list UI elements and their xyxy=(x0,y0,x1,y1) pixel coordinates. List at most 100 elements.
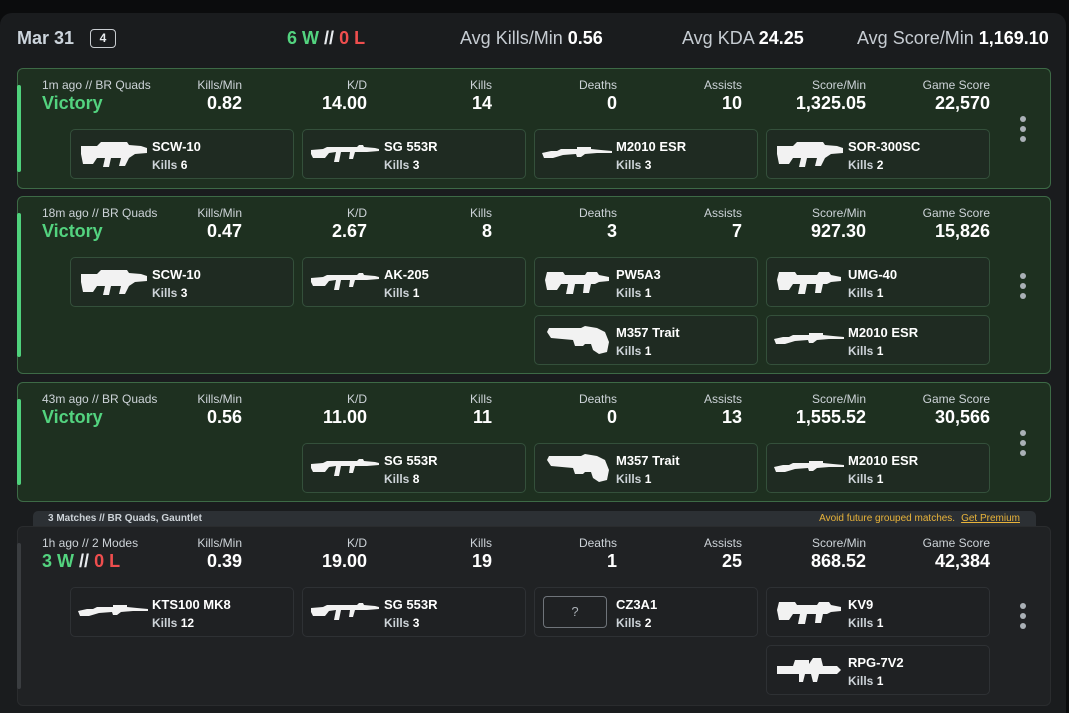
group-wins: 3 W xyxy=(42,551,75,571)
weapon-name: SCW-10 xyxy=(152,139,201,154)
weapon-card[interactable]: SG 553R Kills 3 xyxy=(302,587,526,637)
smg-icon xyxy=(77,266,149,298)
stat-game-score: Game Score 42,384 xyxy=(923,536,990,572)
weapon-card[interactable]: M357 Trait Kills 1 xyxy=(534,443,758,493)
summary-date: Mar 31 xyxy=(17,28,75,48)
weapon-card[interactable]: M2010 ESR Kills 1 xyxy=(766,315,990,365)
stat-label: Deaths xyxy=(578,206,617,220)
record-separator: // xyxy=(324,28,335,48)
rifle-icon xyxy=(77,596,149,628)
match-card[interactable]: 18m ago // BR Quads Victory Kills/Min 0.4… xyxy=(17,196,1051,374)
group-record: 3 W // 0 L xyxy=(42,551,120,572)
smg-icon xyxy=(773,596,845,628)
match-count-badge: 4 xyxy=(90,29,116,48)
stat-score-min: Score/Min 868.52 xyxy=(811,536,866,572)
weapon-kills: Kills 1 xyxy=(616,286,652,300)
win-loss-record: 6 W // 0 L xyxy=(287,28,365,49)
stat-label: Kills xyxy=(469,392,492,406)
weapon-name: RPG-7V2 xyxy=(848,655,904,670)
weapon-kills: Kills 3 xyxy=(384,158,420,172)
stat-value: 25 xyxy=(721,551,742,571)
stat-kd: K/D 2.67 xyxy=(332,206,367,242)
more-options-icon[interactable] xyxy=(1020,603,1026,629)
smg-icon xyxy=(77,138,149,170)
stat-value: 19.00 xyxy=(321,551,367,571)
match-card[interactable]: 43m ago // BR Quads Victory Kills/Min 0.5… xyxy=(17,382,1051,502)
weapon-kills: Kills 3 xyxy=(152,286,188,300)
stat-value: 14.00 xyxy=(321,93,367,113)
stat-assists: Assists 7 xyxy=(704,206,742,242)
stat-label: Kills/Min xyxy=(197,392,242,406)
stat-value: 13 xyxy=(721,407,742,427)
stat-value: 0 xyxy=(606,407,617,427)
stat-label: Assists xyxy=(703,392,742,406)
weapon-card[interactable]: UMG-40 Kills 1 xyxy=(766,257,990,307)
stat-label: Kills/Min xyxy=(197,78,242,92)
sniper-icon xyxy=(773,452,845,484)
stat-label: Kills xyxy=(469,78,492,92)
avg-kills-min-value: 0.56 xyxy=(567,28,603,48)
stat-game-score: Game Score 22,570 xyxy=(923,78,990,114)
avg-kda-label: Avg KDA xyxy=(682,28,754,48)
match-meta: 1m ago // BR Quads xyxy=(42,78,151,92)
weapon-name: M2010 ESR xyxy=(848,453,919,468)
stat-label: K/D xyxy=(346,78,367,92)
weapon-kills: Kills 2 xyxy=(616,616,652,630)
weapon-card[interactable]: M2010 ESR Kills 1 xyxy=(766,443,990,493)
sniper-icon xyxy=(541,138,613,170)
weapon-name: M357 Trait xyxy=(616,325,680,340)
match-header: 1h ago // 2 Modes 3 W // 0 L Kills/Min 0.… xyxy=(18,527,1050,583)
weapon-card[interactable]: SCW-10 Kills 6 xyxy=(70,129,294,179)
more-options-icon[interactable] xyxy=(1020,116,1026,142)
weapon-card[interactable]: SCW-10 Kills 3 xyxy=(70,257,294,307)
stat-label: Deaths xyxy=(578,536,617,550)
sniper-icon xyxy=(773,324,845,356)
unknown-weapon-icon: ? xyxy=(543,596,607,628)
premium-note: Avoid future grouped matches. xyxy=(819,513,956,524)
weapon-card[interactable]: ? CZ3A1 Kills 2 xyxy=(534,587,758,637)
weapon-name: PW5A3 xyxy=(616,267,661,282)
stat-assists: Assists 10 xyxy=(704,78,742,114)
weapon-card[interactable]: AK-205 Kills 1 xyxy=(302,257,526,307)
rifle-icon xyxy=(309,596,381,628)
victory-indicator-bar xyxy=(17,399,21,485)
weapon-name: AK-205 xyxy=(384,267,429,282)
stat-kd: K/D 19.00 xyxy=(322,536,367,572)
weapon-card[interactable]: KTS100 MK8 Kills 12 xyxy=(70,587,294,637)
stat-label: Kills xyxy=(469,206,492,220)
stat-label: Deaths xyxy=(578,392,617,406)
stat-assists: Assists 13 xyxy=(704,392,742,428)
match-result: Victory xyxy=(42,93,103,113)
stat-deaths: Deaths 0 xyxy=(579,392,617,428)
stat-label: Game Score xyxy=(922,78,990,92)
stat-value: 0.47 xyxy=(206,221,242,241)
stat-label: Score/Min xyxy=(811,392,866,406)
stat-value: 1 xyxy=(606,551,617,571)
stat-label: Assists xyxy=(703,536,742,550)
weapon-card[interactable]: RPG-7V2 Kills 1 xyxy=(766,645,990,695)
weapon-card[interactable]: SG 553R Kills 3 xyxy=(302,129,526,179)
premium-upsell: Avoid future grouped matches. Get Premium xyxy=(819,513,1020,524)
stat-kills: Kills 19 xyxy=(470,536,492,572)
stat-game-score: Game Score 15,826 xyxy=(923,206,990,242)
grouped-match-card[interactable]: 1h ago // 2 Modes 3 W // 0 L Kills/Min 0.… xyxy=(17,526,1051,706)
weapon-name: UMG-40 xyxy=(848,267,898,282)
match-card[interactable]: 1m ago // BR Quads Victory Kills/Min 0.82… xyxy=(17,68,1051,189)
weapon-kills: Kills 3 xyxy=(616,158,652,172)
stat-value: 8 xyxy=(481,221,492,241)
weapon-card[interactable]: KV9 Kills 1 xyxy=(766,587,990,637)
more-options-icon[interactable] xyxy=(1020,430,1026,456)
revolver-icon xyxy=(541,324,613,356)
stat-kills-min: Kills/Min 0.56 xyxy=(197,392,242,428)
more-options-icon[interactable] xyxy=(1020,273,1026,299)
stat-value: 7 xyxy=(731,221,742,241)
get-premium-link[interactable]: Get Premium xyxy=(961,513,1020,524)
weapon-card[interactable]: SOR-300SC Kills 2 xyxy=(766,129,990,179)
weapon-card[interactable]: PW5A3 Kills 1 xyxy=(534,257,758,307)
weapon-card[interactable]: M357 Trait Kills 1 xyxy=(534,315,758,365)
weapon-name: SG 553R xyxy=(384,453,438,468)
stat-assists: Assists 25 xyxy=(704,536,742,572)
avg-score-min-label: Avg Score/Min xyxy=(857,28,974,48)
weapon-card[interactable]: M2010 ESR Kills 3 xyxy=(534,129,758,179)
weapon-card[interactable]: SG 553R Kills 8 xyxy=(302,443,526,493)
